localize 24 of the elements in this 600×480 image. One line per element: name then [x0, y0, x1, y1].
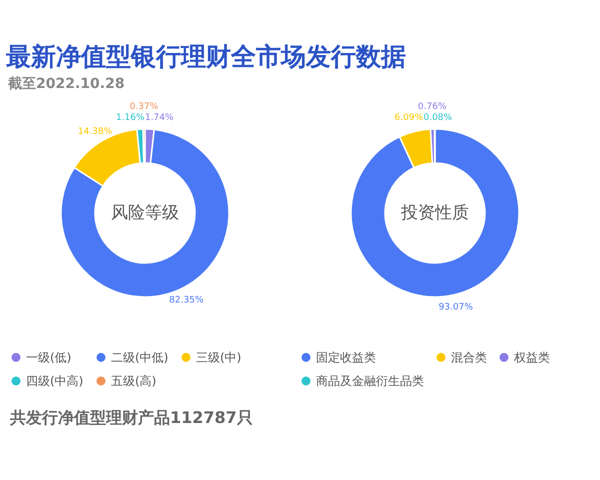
text: 风险等级 [111, 203, 179, 223]
legend-label: 一级(低) [26, 350, 72, 364]
legend-label: 商品及金融衍生品类 [316, 374, 424, 388]
chart-title: 最新净值型银行理财全市场发行数据 [6, 42, 406, 71]
data-label: 93.07% [438, 302, 474, 313]
slice-label: 固定收益类 [316, 350, 376, 364]
text: 投资性质 [400, 203, 469, 223]
legend-label: 五级(高) [111, 374, 156, 388]
data-label: 0.37% [130, 102, 159, 112]
data-label: 1.16% [116, 113, 145, 124]
donut-slice [350, 128, 520, 298]
chart-subtitle: 截至2022.10.28 [8, 75, 126, 93]
legend-label: 混合类 [451, 350, 487, 364]
data-label: 0.08% [423, 113, 453, 123]
data-label: 0.76% [418, 102, 447, 112]
data-label: 1.74% [144, 113, 174, 124]
data-label: 14.38% [78, 127, 113, 138]
legend-label: 三级(中) [196, 350, 242, 364]
data-label: 82.35% [169, 296, 204, 306]
text: 共发行净值型理财产品112787只 [9, 407, 254, 429]
legend-label: 权益类 [513, 350, 550, 364]
legend-label: 二级(中低) [111, 350, 168, 364]
data-label: 6.09% [394, 113, 424, 123]
legend-label: 四级(中高) [26, 374, 84, 388]
